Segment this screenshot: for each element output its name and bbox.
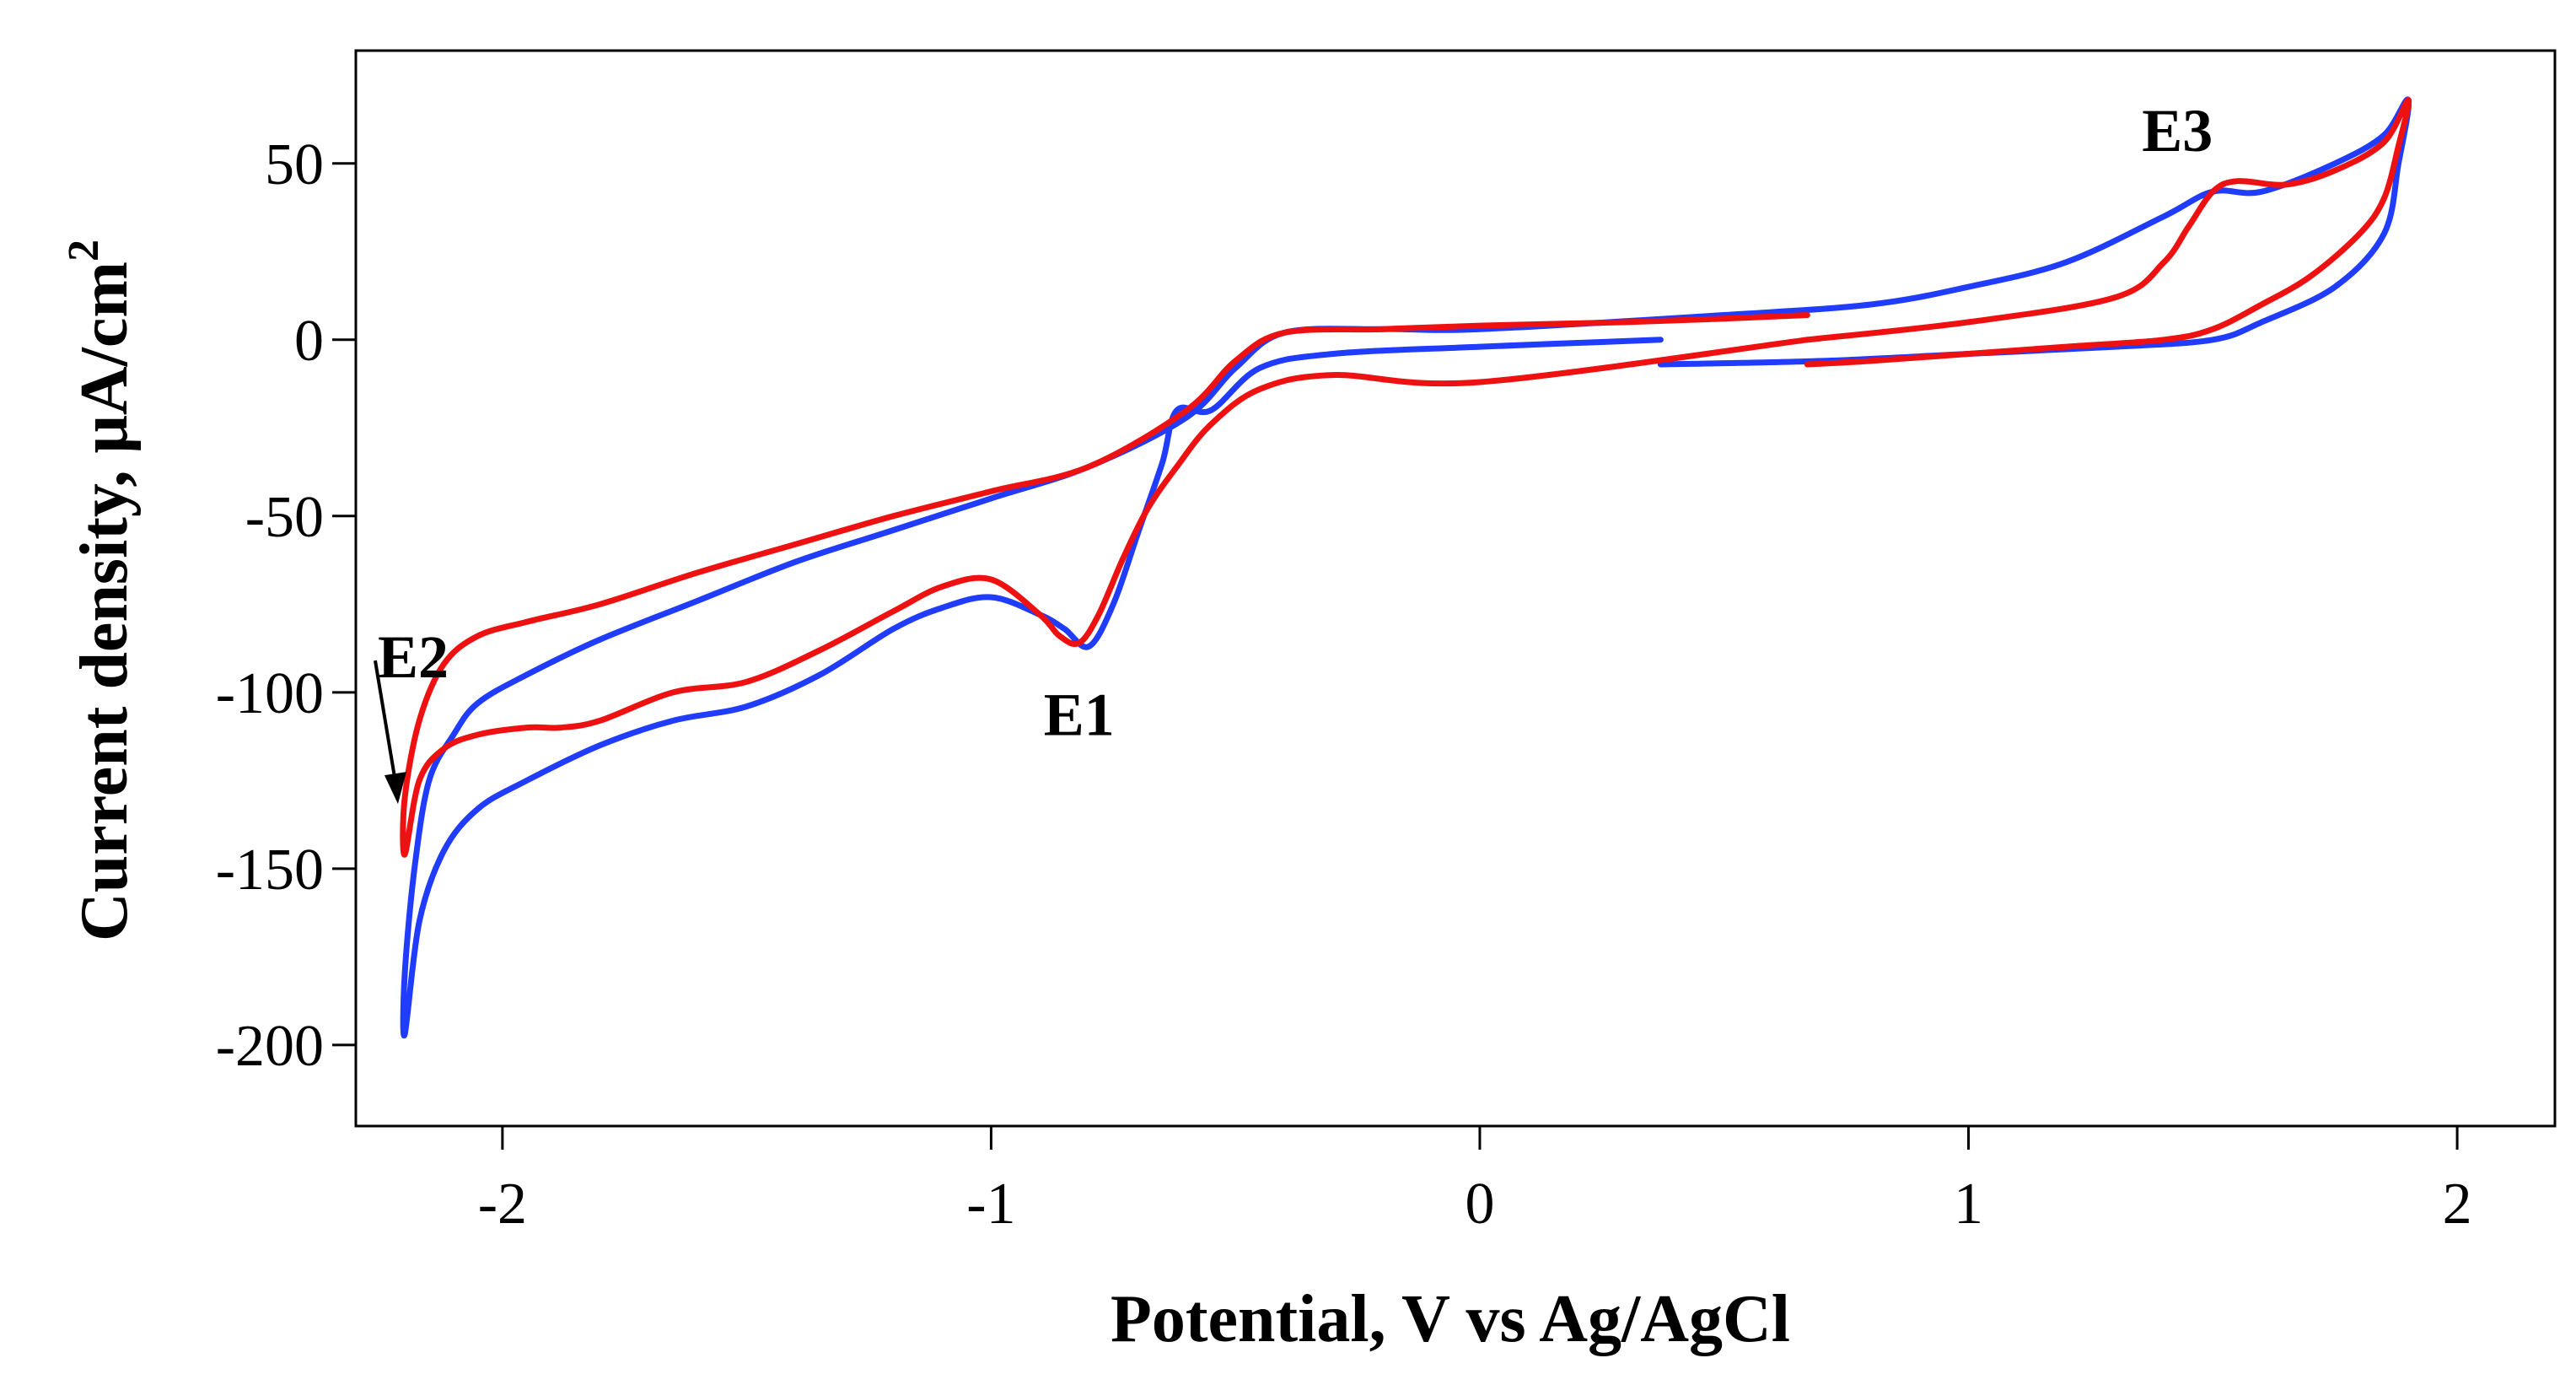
x-tick-label: -1 — [966, 1172, 1015, 1237]
e2-arrow-shaft — [373, 660, 398, 788]
y-axis-title: Current density, μA/cm2 — [60, 240, 142, 941]
annotation-e2: E2 — [378, 623, 449, 691]
y-tick-label: -200 — [216, 1014, 324, 1079]
y-axis-ticks: 50 0 -50 -100 -150 -200 — [216, 132, 356, 1079]
series-line-red-anodic — [1804, 96, 2412, 368]
x-tick-label: 0 — [1465, 1172, 1494, 1237]
x-axis-title: Potential, V vs Ag/AgCl — [1111, 1282, 1790, 1356]
series-line-red — [400, 312, 1810, 858]
y-tick-label: -50 — [245, 485, 324, 550]
series-line-blue — [400, 96, 2412, 1039]
x-tick-label: -2 — [478, 1172, 527, 1237]
y-axis-title-superscript: 2 — [60, 240, 108, 261]
y-axis-title-text: Current density, μA/cm — [67, 261, 142, 941]
annotations: E1 E2 E3 — [373, 97, 2213, 805]
annotation-e3: E3 — [2142, 97, 2213, 164]
x-axis-ticks: -2 -1 0 1 2 — [478, 1126, 2472, 1237]
y-tick-label: 0 — [294, 309, 324, 374]
series-layer — [400, 96, 2412, 1039]
x-tick-label: 2 — [2443, 1172, 2472, 1237]
x-tick-label: 1 — [1954, 1172, 1983, 1237]
y-tick-label: -100 — [216, 661, 324, 726]
annotation-e1: E1 — [1044, 681, 1115, 748]
y-tick-label: 50 — [265, 132, 324, 197]
e2-arrow-head — [384, 772, 406, 805]
y-tick-label: -150 — [216, 838, 324, 903]
plot-area-frame — [354, 49, 2557, 1128]
